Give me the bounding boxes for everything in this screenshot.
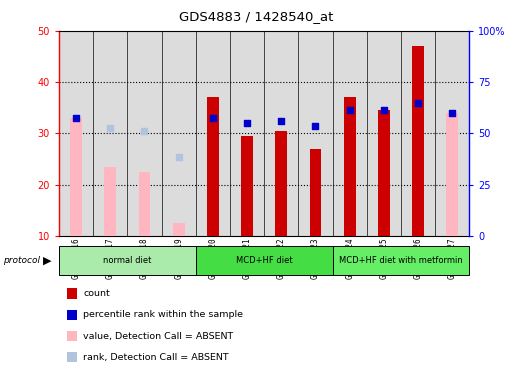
Point [243,120,251,126]
Text: percentile rank within the sample: percentile rank within the sample [83,310,243,319]
Bar [344,98,356,236]
Bar [207,98,219,236]
Text: value, Detection Call = ABSENT: value, Detection Call = ABSENT [83,331,233,341]
Point [311,122,320,129]
Bar [162,31,196,236]
Point [174,154,183,160]
Bar [59,246,196,275]
Bar [196,246,332,275]
Point [414,99,422,106]
Point [448,110,457,116]
Bar [332,246,469,275]
Bar [196,31,230,236]
Point [346,107,354,113]
Bar [412,46,424,236]
Bar [93,31,127,236]
Bar [127,31,162,236]
Bar [104,167,116,236]
Point [72,115,80,121]
Text: ▶: ▶ [44,255,52,265]
Text: rank, Detection Call = ABSENT: rank, Detection Call = ABSENT [83,353,229,362]
Bar [367,31,401,236]
Point [141,128,149,134]
Text: count: count [83,289,110,298]
Bar [264,31,299,236]
Bar [70,118,82,236]
Text: GDS4883 / 1428540_at: GDS4883 / 1428540_at [180,10,333,23]
Bar [378,110,390,236]
Point [209,115,217,121]
Bar [309,149,322,236]
Bar [299,31,332,236]
Text: MCD+HF diet with metformin: MCD+HF diet with metformin [339,256,463,265]
Point [277,118,285,124]
Bar [401,31,435,236]
Bar [241,136,253,236]
Bar [435,31,469,236]
Point [106,125,114,131]
Bar [139,172,150,236]
Point [380,107,388,113]
Bar [59,31,93,236]
Text: protocol: protocol [3,256,40,265]
Bar [332,31,367,236]
Bar [173,223,185,236]
Bar [446,113,458,236]
Bar [275,131,287,236]
Bar [230,31,264,236]
Text: MCD+HF diet: MCD+HF diet [236,256,292,265]
Text: normal diet: normal diet [103,256,151,265]
